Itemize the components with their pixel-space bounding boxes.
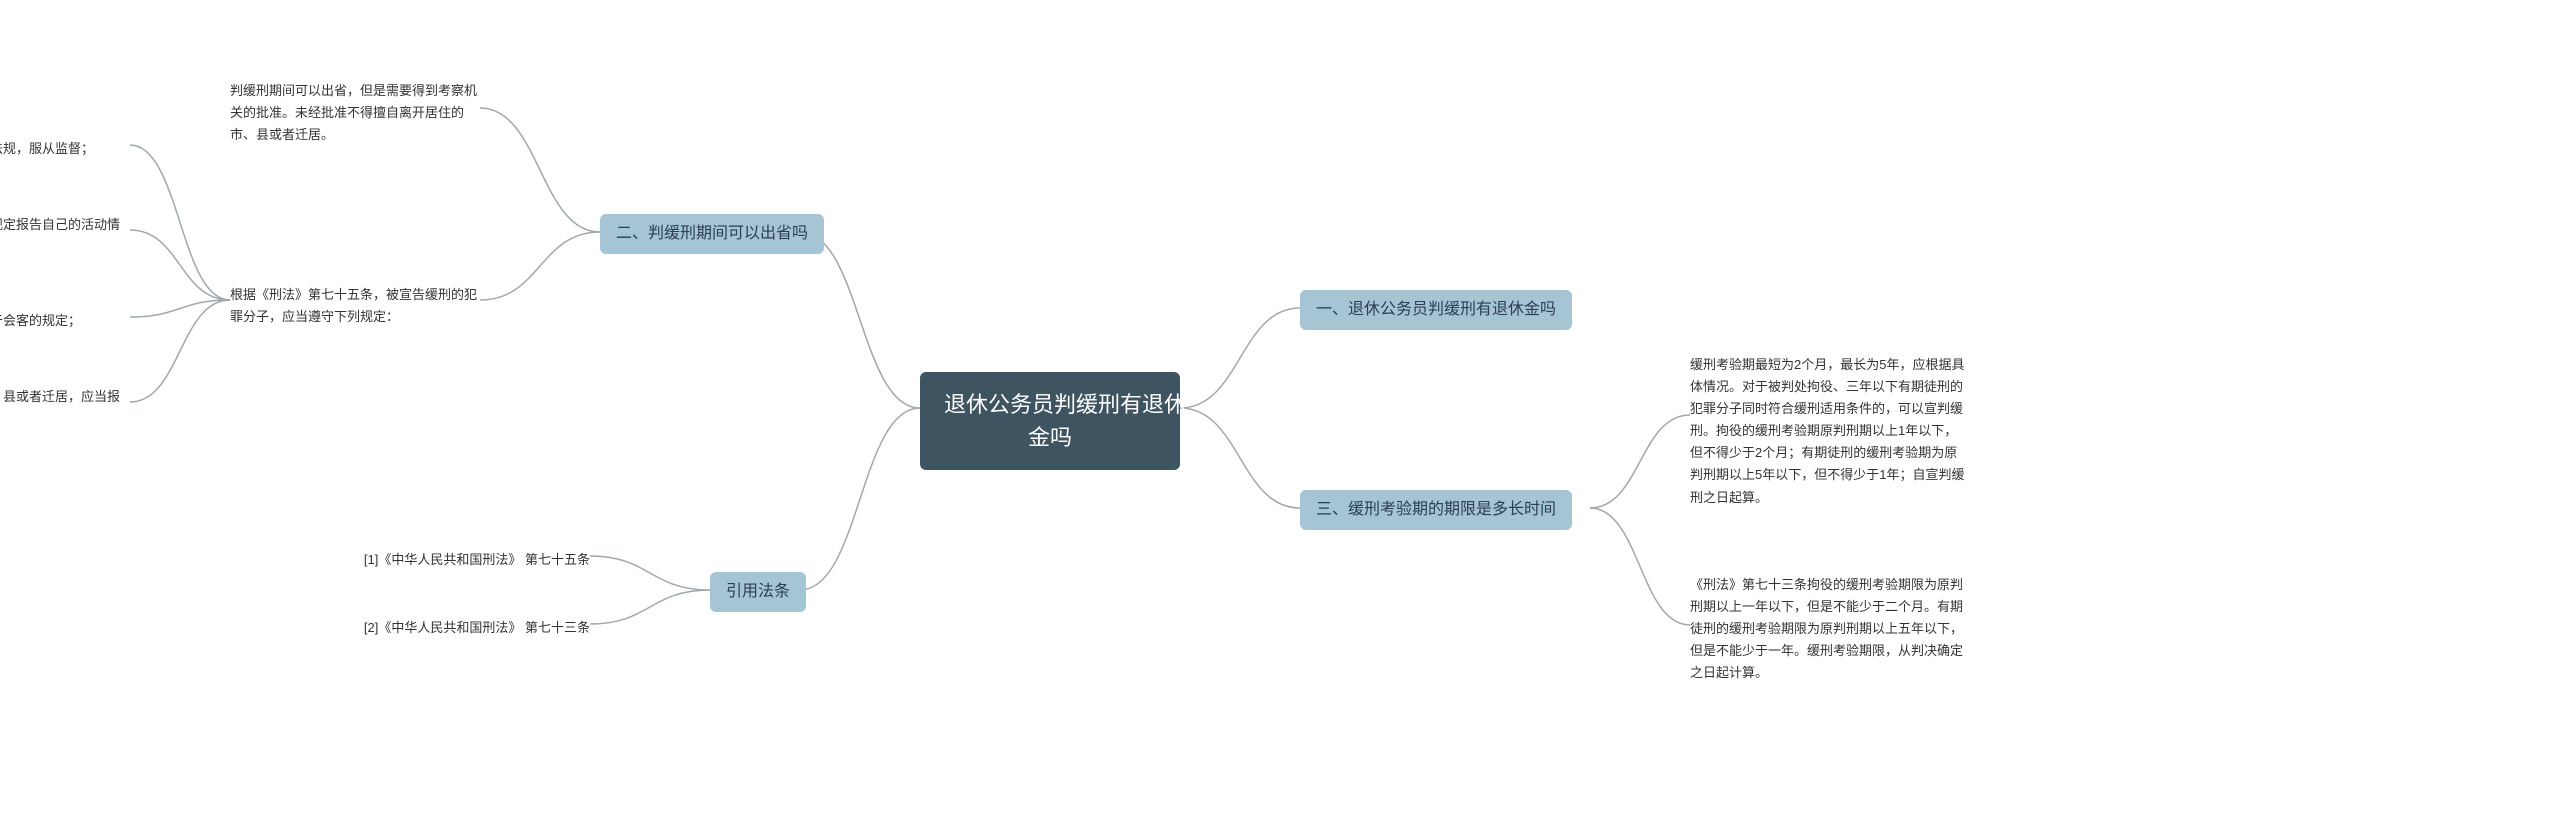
rule-4: （四）离开所居住的市、县或者迁居，应当报经考察机关批准。 (0, 382, 130, 434)
citation-1: [1]《中华人民共和国刑法》 第七十五条 (330, 545, 590, 575)
branch-leave-province[interactable]: 二、判缓刑期间可以出省吗 (600, 214, 824, 254)
rule-3: （三）遵守考察机关关于会客的规定； (0, 306, 130, 336)
root-node[interactable]: 退休公务员判缓刑有退休 金吗 (920, 372, 1180, 470)
leave-province-rules-intro: 根据《刑法》第七十五条，被宣告缓刑的犯罪分子，应当遵守下列规定： (230, 280, 480, 332)
branch-citations[interactable]: 引用法条 (710, 572, 806, 612)
rule-2: （二）按照考察机关的规定报告自己的活动情况； (0, 210, 130, 262)
branch-probation-period[interactable]: 三、缓刑考验期的期限是多长时间 (1300, 490, 1572, 530)
root-line1: 退休公务员判缓刑有退休 (944, 388, 1156, 421)
leave-province-detail-1: 判缓刑期间可以出省，但是需要得到考察机关的批准。未经批准不得擅自离开居住的市、县… (230, 76, 480, 150)
branch-pension[interactable]: 一、退休公务员判缓刑有退休金吗 (1300, 290, 1572, 330)
rule-1: （一）遵守法律、行政法规，服从监督； (0, 134, 130, 164)
probation-period-detail-2: 《刑法》第七十三条拘役的缓刑考验期限为原判刑期以上一年以下，但是不能少于二个月。… (1690, 570, 1970, 688)
root-line2: 金吗 (944, 421, 1156, 454)
citation-2: [2]《中华人民共和国刑法》 第七十三条 (330, 613, 590, 643)
probation-period-detail-1: 缓刑考验期最短为2个月，最长为5年，应根据具体情况。对于被判处拘役、三年以下有期… (1690, 350, 1970, 513)
